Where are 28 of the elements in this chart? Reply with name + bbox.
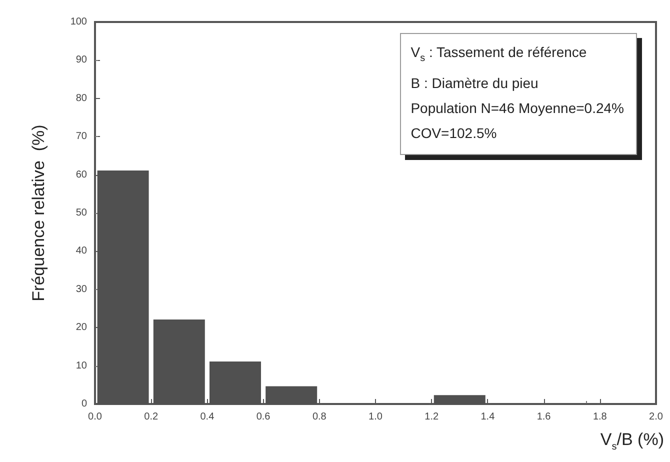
y-tick-label: 20 [76,322,88,334]
y-tick-label: 90 [76,54,88,66]
x-tick-label: 0.4 [200,412,215,422]
x-tick-label: 1.2 [424,412,439,422]
annotation: COV=102.5% [410,124,498,143]
annotation: Population N=46 Moyenne=0.24% [410,98,624,118]
y-tick-label: 30 [76,284,88,295]
x-tick-label: 1.4 [480,412,496,422]
x-tick-label: 0.2 [144,412,158,422]
y-tick-label: 50 [76,208,88,218]
y-axis-title: Fréquence relative (%) [29,124,48,302]
y-tick-label: 0 [81,398,88,410]
x-tick-label: 0.8 [312,412,327,422]
x-tick-label: 0.6 [256,412,271,422]
x-tick-label: 1.6 [536,412,552,422]
x-tick-label: 1.0 [368,412,383,422]
y-tick-label: 80 [76,92,88,104]
x-tick-label: 2.0 [649,412,664,422]
x-axis-title: V$_{s}$/B (%) [600,430,664,452]
y-tick-label: 70 [76,131,88,142]
x-tick-label: 1.8 [592,412,608,422]
annotation: B : Diamètre du pieu [410,74,540,93]
annotation: V$_{s}$ : Tassement de référence [410,43,588,66]
x-tick-label: 0.0 [88,412,102,422]
y-tick-label: 10 [76,360,88,372]
y-tick-label: 100 [70,16,88,28]
y-tick-label: 60 [76,169,88,180]
y-tick-label: 40 [76,246,88,257]
